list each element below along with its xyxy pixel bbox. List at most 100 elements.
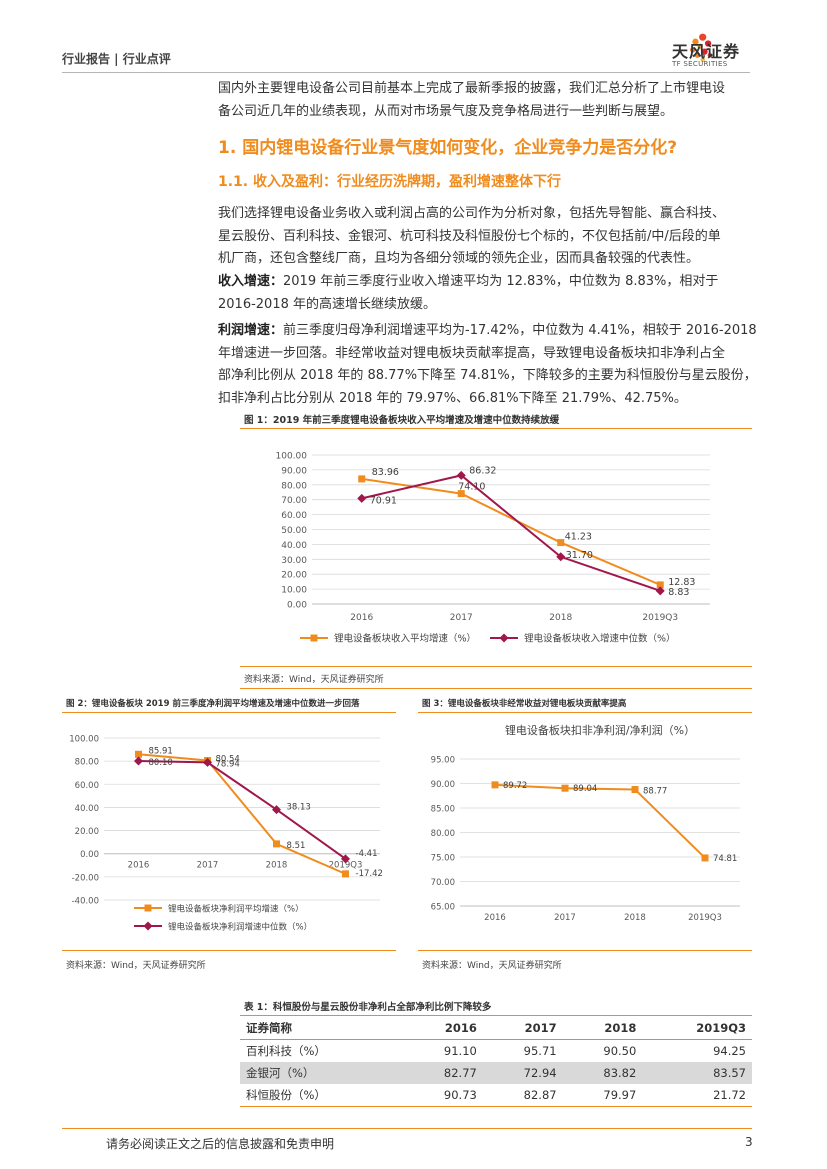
data-point bbox=[203, 757, 212, 767]
data-point bbox=[457, 490, 465, 498]
y-tick-label: 0.00 bbox=[80, 850, 99, 860]
data-point bbox=[358, 475, 366, 483]
profit-lead: 利润增速： bbox=[218, 323, 284, 338]
body-paragraph-revenue: 收入增速：2019 年前三季度行业收入增速平均为 12.83%，中位数为 8.8… bbox=[218, 274, 719, 312]
data-label: 38.13 bbox=[287, 803, 311, 813]
data-point bbox=[557, 539, 565, 547]
x-tick-label: 2016 bbox=[350, 613, 373, 623]
table-1-bottom-rule bbox=[240, 1106, 752, 1107]
table-1-top-rule bbox=[240, 1015, 752, 1016]
table-cell: 83.57 bbox=[642, 1062, 752, 1084]
table-cell: 82.87 bbox=[523, 1088, 557, 1102]
y-tick-label: 30.00 bbox=[281, 556, 307, 566]
figure-1-top-rule bbox=[240, 428, 752, 429]
page-number: 3 bbox=[745, 1135, 753, 1149]
tf-securities-logo-icon bbox=[690, 33, 713, 62]
legend-label: 锂电设备板块净利润平均增速（%） bbox=[168, 904, 304, 915]
data-label: 78.94 bbox=[216, 759, 240, 769]
data-point bbox=[631, 786, 639, 794]
legend-marker bbox=[499, 633, 509, 643]
table-cell: 金银河（%） bbox=[240, 1062, 404, 1084]
x-tick-label: 2016 bbox=[128, 861, 150, 871]
y-tick-label: 70.00 bbox=[281, 496, 307, 506]
report-section-label: 行业报告 | 行业点评 bbox=[62, 52, 171, 66]
table-cell: 90.73 bbox=[443, 1088, 477, 1102]
data-point bbox=[655, 586, 665, 596]
figure-3-source: 资料来源：Wind，天风证券研究所 bbox=[422, 961, 562, 971]
table-header-cell: 证券简称 bbox=[240, 1017, 404, 1040]
table-cell: 百利科技（%） bbox=[246, 1044, 326, 1058]
legend-label: 锂电设备板块收入增速中位数（%） bbox=[524, 633, 676, 645]
body-paragraph-1: 我们选择锂电设备业务收入或利润占高的公司作为分析对象，包括先导智能、赢合科技、 … bbox=[218, 206, 726, 266]
data-point bbox=[656, 581, 664, 589]
y-tick-label: 60.00 bbox=[281, 511, 307, 521]
data-point bbox=[556, 552, 566, 562]
y-tick-label: 90.00 bbox=[281, 466, 307, 476]
figure-3-title: 图 3：锂电设备板块非经常收益对锂电板块贡献率提高 bbox=[422, 699, 627, 709]
data-point bbox=[357, 493, 367, 503]
y-tick-label: 80.00 bbox=[431, 829, 455, 839]
table-cell: 83.82 bbox=[562, 1062, 643, 1084]
y-tick-label: 20.00 bbox=[281, 571, 307, 581]
body-paragraph-profit: 利润增速：前三季度归母净利润增速平均为-17.42%，中位数为 4.41%，相较… bbox=[218, 323, 757, 406]
data-label: 80.54 bbox=[216, 755, 240, 765]
data-label: 80.10 bbox=[149, 758, 173, 768]
legend-marker bbox=[144, 904, 152, 912]
data-label: 86.32 bbox=[469, 465, 496, 476]
data-label: 31.70 bbox=[566, 550, 593, 561]
table-cell: 82.77 bbox=[403, 1062, 483, 1084]
y-tick-label: 80.00 bbox=[75, 758, 99, 768]
section-heading: 1. 国内锂电设备行业景气度如何变化，企业竞争力是否分化? bbox=[218, 138, 678, 158]
table-cell: 79.97 bbox=[603, 1088, 637, 1102]
logo-text: 天风证券 bbox=[672, 42, 741, 61]
y-tick-label: 100.00 bbox=[276, 452, 308, 462]
footer-divider bbox=[62, 1128, 752, 1129]
x-tick-label: 2016 bbox=[484, 913, 506, 923]
data-point bbox=[342, 870, 349, 878]
table-row: 金银河（%） 82.77 72.94 83.82 83.57 bbox=[240, 1062, 752, 1084]
table-row: 百利科技（%） 91.10 95.71 90.50 94.25 bbox=[240, 1040, 752, 1063]
data-label: -4.41 bbox=[356, 849, 378, 859]
legend-marker bbox=[143, 921, 153, 931]
table-cell: 91.10 bbox=[443, 1044, 477, 1058]
figure-2-source: 资料来源：Wind，天风证券研究所 bbox=[66, 961, 206, 971]
table-header-cell: 2019Q3 bbox=[642, 1017, 752, 1040]
y-tick-label: 40.00 bbox=[75, 804, 99, 814]
y-tick-label: 40.00 bbox=[281, 541, 307, 551]
chart-title: 锂电设备板块扣非净利润/净利润（%） bbox=[505, 723, 695, 737]
legend-label: 锂电设备板块收入平均增速（%） bbox=[334, 633, 476, 645]
y-tick-label: 95.00 bbox=[431, 756, 455, 766]
data-label: 85.91 bbox=[149, 746, 173, 756]
series-line bbox=[138, 760, 347, 860]
table-header-cell: 2018 bbox=[562, 1017, 643, 1040]
data-label: -17.42 bbox=[356, 869, 383, 879]
x-tick-label: 2019Q3 bbox=[329, 861, 363, 871]
data-point bbox=[491, 781, 499, 789]
data-point bbox=[456, 470, 466, 480]
figure-1-bottom-rule bbox=[240, 666, 752, 667]
x-tick-label: 2019Q3 bbox=[688, 913, 722, 923]
y-tick-label: 50.00 bbox=[281, 526, 307, 536]
y-tick-label: 65.00 bbox=[431, 903, 455, 913]
x-tick-label: 2019Q3 bbox=[642, 613, 678, 623]
x-tick-label: 2017 bbox=[450, 613, 473, 623]
data-point bbox=[561, 784, 569, 792]
table-header-row: 证券简称 2016 2017 2018 2019Q3 bbox=[240, 1017, 752, 1040]
data-label: 74.81 bbox=[713, 854, 737, 864]
figure-2-title: 图 2：锂电设备板块 2019 前三季度净利润平均增速及增速中位数进一步回落 bbox=[66, 699, 360, 709]
table-1-title: 表 1：科恒股份与星云股份非净利占全部净利比例下降较多 bbox=[244, 1002, 492, 1013]
figure-3-chart: 锂电设备板块扣非净利润/净利润（%） 65.00 70.00 75.00 80.00 85… bbox=[431, 723, 740, 923]
y-tick-label: -20.00 bbox=[72, 873, 99, 883]
figure-1-source-rule bbox=[240, 688, 752, 689]
data-point bbox=[272, 805, 281, 815]
figure-3-top-rule bbox=[418, 712, 752, 713]
data-label: 8.83 bbox=[668, 587, 689, 598]
series-line bbox=[361, 474, 661, 592]
figure-1-chart: 0.00 10.00 20.00 30.00 40.00 50.00 60.00 70.00 8… bbox=[276, 452, 710, 645]
revenue-lead: 收入增速： bbox=[218, 274, 284, 289]
x-tick-label: 2017 bbox=[554, 913, 576, 923]
data-label: 12.83 bbox=[668, 577, 695, 588]
data-label: 83.96 bbox=[372, 467, 399, 478]
data-point bbox=[134, 756, 143, 766]
table-header-cell: 2017 bbox=[482, 1017, 563, 1040]
